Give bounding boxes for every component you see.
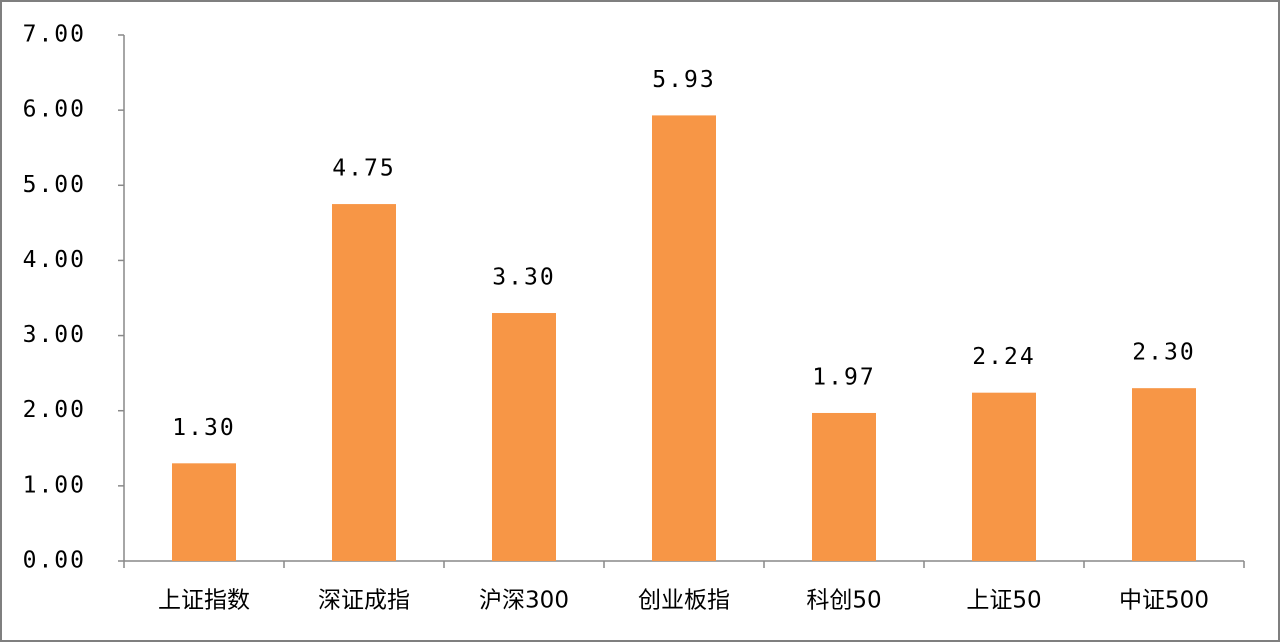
bar <box>812 412 876 561</box>
bar <box>652 115 716 561</box>
x-tick-label: 中证500 <box>1119 588 1209 614</box>
bar <box>972 392 1036 561</box>
x-tick-label: 科创50 <box>806 588 881 614</box>
bar <box>492 313 556 561</box>
data-label: 2.24 <box>972 344 1035 370</box>
y-tick-label: 7.00 <box>23 22 86 48</box>
bar <box>1132 388 1196 561</box>
data-label: 2.30 <box>1132 340 1195 366</box>
bar <box>172 463 236 561</box>
data-label: 4.75 <box>332 156 395 182</box>
y-tick-label: 1.00 <box>23 472 86 498</box>
x-tick-label: 深证成指 <box>318 588 410 614</box>
x-tick-label: 上证50 <box>966 588 1041 614</box>
data-label: 5.93 <box>652 67 715 93</box>
y-tick-label: 6.00 <box>23 97 86 123</box>
y-tick-label: 5.00 <box>23 172 86 198</box>
data-label: 1.30 <box>172 415 235 441</box>
data-label: 3.30 <box>492 265 555 291</box>
y-tick-label: 0.00 <box>23 548 86 574</box>
y-tick-label: 2.00 <box>23 397 86 423</box>
bar <box>332 204 396 562</box>
x-tick-label: 沪深300 <box>479 588 569 614</box>
y-tick-label: 3.00 <box>23 322 86 348</box>
x-tick-label: 创业板指 <box>638 588 730 614</box>
y-tick-label: 4.00 <box>23 247 86 273</box>
x-tick-label: 上证指数 <box>158 588 250 614</box>
data-label: 1.97 <box>812 364 875 390</box>
